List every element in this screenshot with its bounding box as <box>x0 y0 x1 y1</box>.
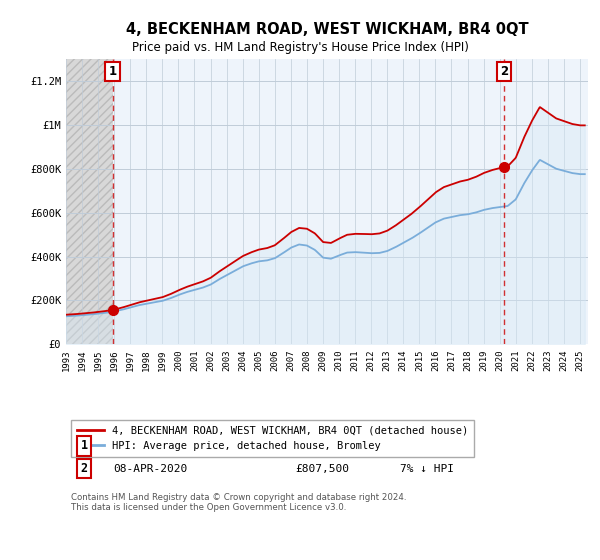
Text: £157,000: £157,000 <box>296 441 350 451</box>
Text: £807,500: £807,500 <box>296 464 350 474</box>
Text: Contains HM Land Registry data © Crown copyright and database right 2024.
This d: Contains HM Land Registry data © Crown c… <box>71 493 407 512</box>
Text: Price paid vs. HM Land Registry's House Price Index (HPI): Price paid vs. HM Land Registry's House … <box>131 41 469 54</box>
Text: 08-APR-2020: 08-APR-2020 <box>113 464 187 474</box>
Text: 22-NOV-1995: 22-NOV-1995 <box>113 441 187 451</box>
Text: 2: 2 <box>500 65 508 78</box>
Text: 2: 2 <box>81 462 88 475</box>
Text: 1: 1 <box>109 65 116 78</box>
Title: 4, BECKENHAM ROAD, WEST WICKHAM, BR4 0QT: 4, BECKENHAM ROAD, WEST WICKHAM, BR4 0QT <box>125 22 529 37</box>
Legend: 4, BECKENHAM ROAD, WEST WICKHAM, BR4 0QT (detached house), HPI: Average price, d: 4, BECKENHAM ROAD, WEST WICKHAM, BR4 0QT… <box>71 419 475 458</box>
Text: 1: 1 <box>81 439 88 452</box>
Text: 7% ↓ HPI: 7% ↓ HPI <box>400 441 454 451</box>
Text: 7% ↓ HPI: 7% ↓ HPI <box>400 464 454 474</box>
